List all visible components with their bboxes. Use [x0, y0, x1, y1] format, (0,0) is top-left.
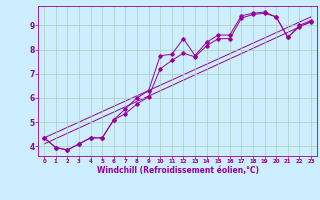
X-axis label: Windchill (Refroidissement éolien,°C): Windchill (Refroidissement éolien,°C) [97, 166, 259, 175]
